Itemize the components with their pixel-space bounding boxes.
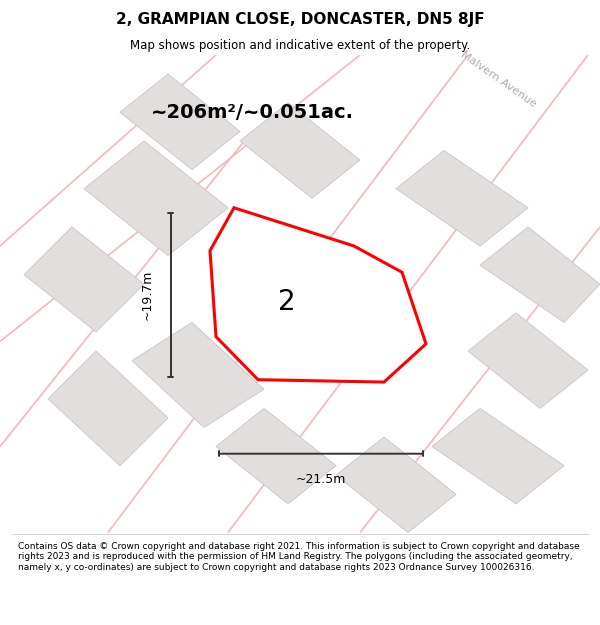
Polygon shape (24, 227, 144, 332)
Text: Malvern Avenue: Malvern Avenue (458, 49, 538, 109)
Text: Map shows position and indicative extent of the property.: Map shows position and indicative extent… (130, 39, 470, 51)
Polygon shape (132, 322, 264, 428)
Polygon shape (48, 351, 168, 466)
Polygon shape (216, 408, 336, 504)
Text: 2, GRAMPIAN CLOSE, DONCASTER, DN5 8JF: 2, GRAMPIAN CLOSE, DONCASTER, DN5 8JF (116, 12, 484, 27)
Polygon shape (210, 208, 426, 382)
Text: ~206m²/~0.051ac.: ~206m²/~0.051ac. (151, 102, 353, 122)
Text: Contains OS data © Crown copyright and database right 2021. This information is : Contains OS data © Crown copyright and d… (18, 542, 580, 571)
Polygon shape (336, 437, 456, 532)
Text: ~19.7m: ~19.7m (140, 270, 154, 320)
Text: ~21.5m: ~21.5m (296, 474, 346, 486)
Polygon shape (84, 141, 228, 256)
Polygon shape (480, 227, 600, 322)
Polygon shape (396, 151, 528, 246)
Polygon shape (120, 74, 240, 169)
Polygon shape (240, 102, 360, 198)
Polygon shape (468, 313, 588, 408)
Text: 2: 2 (278, 288, 295, 316)
Polygon shape (432, 408, 564, 504)
